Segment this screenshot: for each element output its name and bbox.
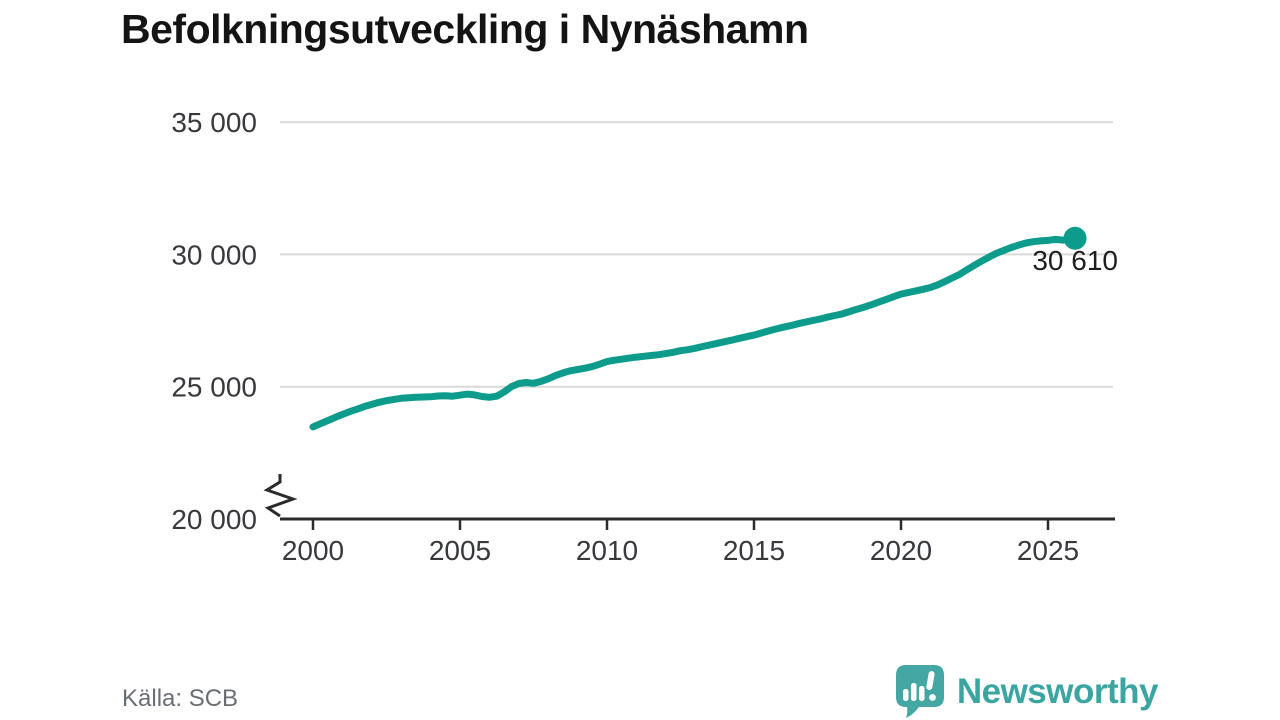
last-value-label: 30 610 xyxy=(1032,245,1118,276)
axis-break-zigzag xyxy=(263,474,298,518)
x-tick-label: 2010 xyxy=(576,535,638,566)
x-tick-label: 2000 xyxy=(282,535,344,566)
series-line xyxy=(309,234,1079,431)
newsworthy-logo: Newsworthy xyxy=(894,663,1159,720)
population-series-line xyxy=(309,226,1087,431)
y-tick-label: 25 000 xyxy=(171,372,257,403)
x-tick-label: 2015 xyxy=(723,535,785,566)
x-tick-label: 2025 xyxy=(1017,535,1079,566)
x-tick-label: 2020 xyxy=(870,535,932,566)
x-tick-label: 2005 xyxy=(429,535,491,566)
x-axis: 2000 2005 2010 2015 2020 2025 xyxy=(280,517,1115,566)
source-note: Källa: SCB xyxy=(122,685,239,712)
y-axis-break-icon xyxy=(263,474,298,518)
y-axis-labels: 35 000 30 000 25 000 20 000 xyxy=(171,107,257,535)
chart-title: Befolkningsutveckling i Nynäshamn xyxy=(121,6,809,52)
newsworthy-speech-bubble-chart-icon xyxy=(895,665,944,718)
last-value-annotation: 30 610 xyxy=(1032,245,1118,276)
y-tick-label: 20 000 xyxy=(171,504,257,535)
newsworthy-wordmark: Newsworthy xyxy=(956,671,1159,711)
series-end-dot xyxy=(1063,226,1087,250)
gridlines xyxy=(280,121,1113,388)
y-tick-label: 35 000 xyxy=(171,107,257,138)
y-tick-label: 30 000 xyxy=(171,239,257,270)
